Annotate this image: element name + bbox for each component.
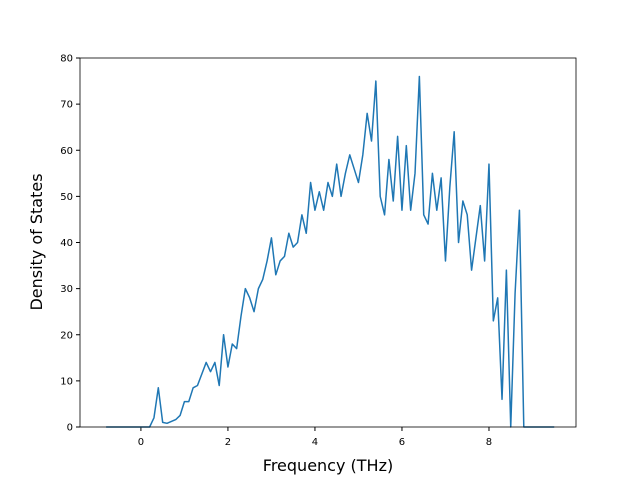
y-tick-label: 10 (60, 376, 73, 387)
y-tick-label: 50 (60, 192, 73, 203)
x-tick-label: 6 (399, 437, 405, 448)
y-tick-label: 30 (60, 284, 73, 295)
y-axis-label: Density of States (27, 173, 46, 310)
x-tick-label: 0 (138, 437, 144, 448)
y-tick-label: 60 (60, 146, 73, 157)
y-tick-label: 70 (60, 100, 73, 111)
y-tick-label: 40 (60, 238, 73, 249)
x-tick-label: 4 (312, 437, 318, 448)
y-tick-label: 80 (60, 54, 73, 65)
x-tick-label: 2 (225, 437, 231, 448)
y-tick-label: 0 (67, 423, 73, 434)
y-tick-label: 20 (60, 330, 73, 341)
x-axis-label: Frequency (THz) (263, 456, 393, 475)
x-tick-label: 8 (486, 437, 492, 448)
line (106, 75, 555, 428)
plot-frame (79, 57, 577, 428)
